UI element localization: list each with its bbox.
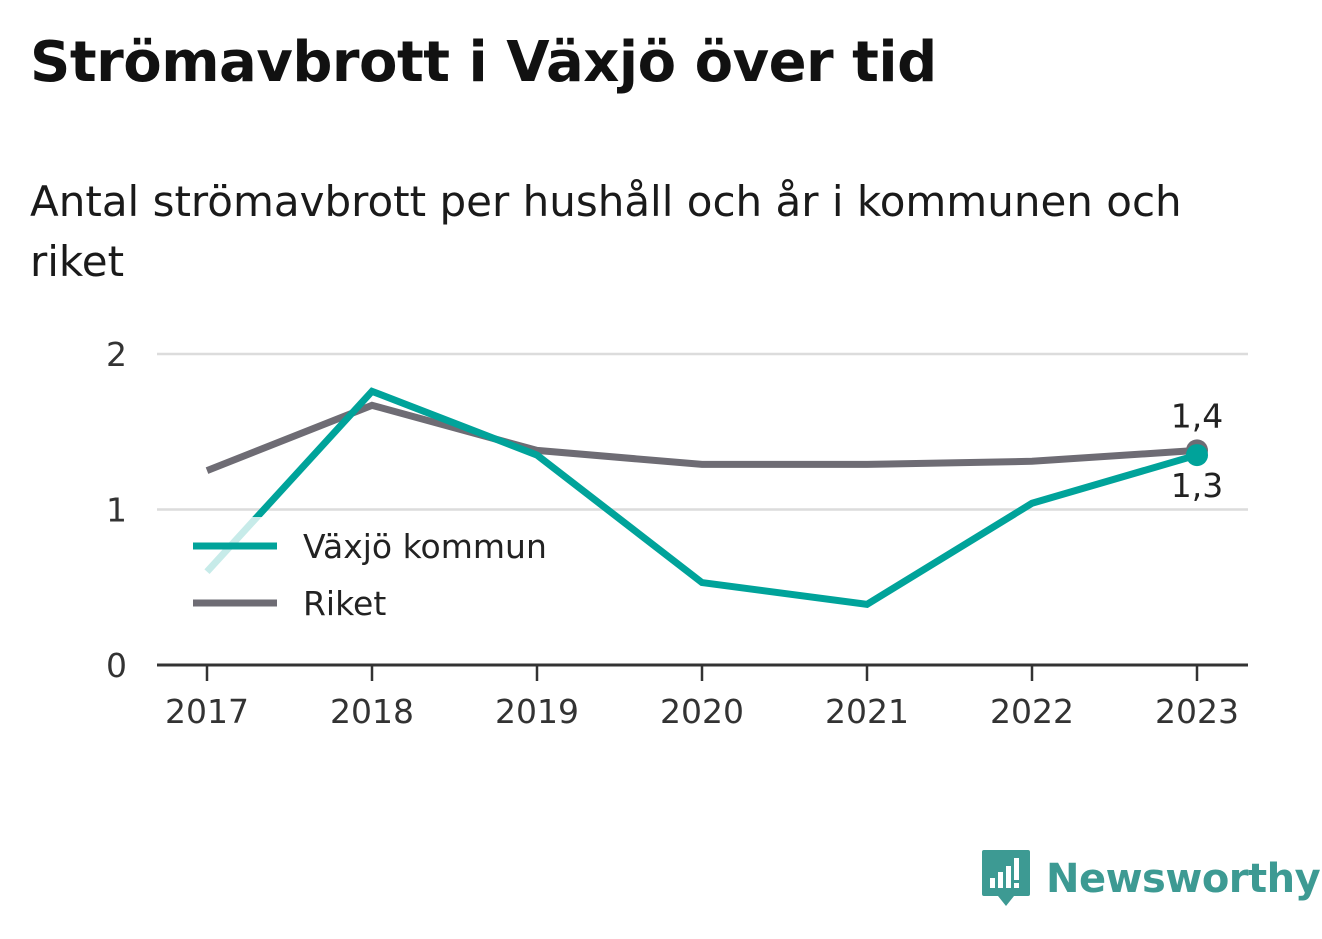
x-tick-label: 2021 [825,692,909,731]
end-value-label: 1,4 [1171,396,1223,435]
x-tick-label: 2019 [495,692,579,731]
x-tick-label: 2022 [990,692,1074,731]
legend-label: Växjö kommun [303,527,547,566]
brand-logo[interactable]: Newsworthy [980,848,1321,910]
end-marker [1186,444,1208,467]
brand-name: Newsworthy [1046,856,1321,902]
x-tick-label: 2020 [660,692,744,731]
legend-background [180,517,590,631]
legend-label: Riket [303,584,386,623]
chart-subtitle: Antal strömavbrott per hushåll och år i … [30,177,1182,286]
x-tick-label: 2018 [330,692,414,731]
series-line [204,387,1198,608]
y-tick-label: 0 [106,646,127,685]
x-tick-label: 2017 [165,692,249,731]
end-value-label: 1,3 [1171,466,1223,505]
newsworthy-logo-icon [982,850,1030,906]
chart-title: Strömavbrott i Växjö över tid [30,30,937,95]
x-tick-label: 2023 [1155,692,1239,731]
series-line [205,401,1198,474]
y-tick-label: 1 [106,491,127,530]
y-tick-label: 2 [106,335,127,374]
